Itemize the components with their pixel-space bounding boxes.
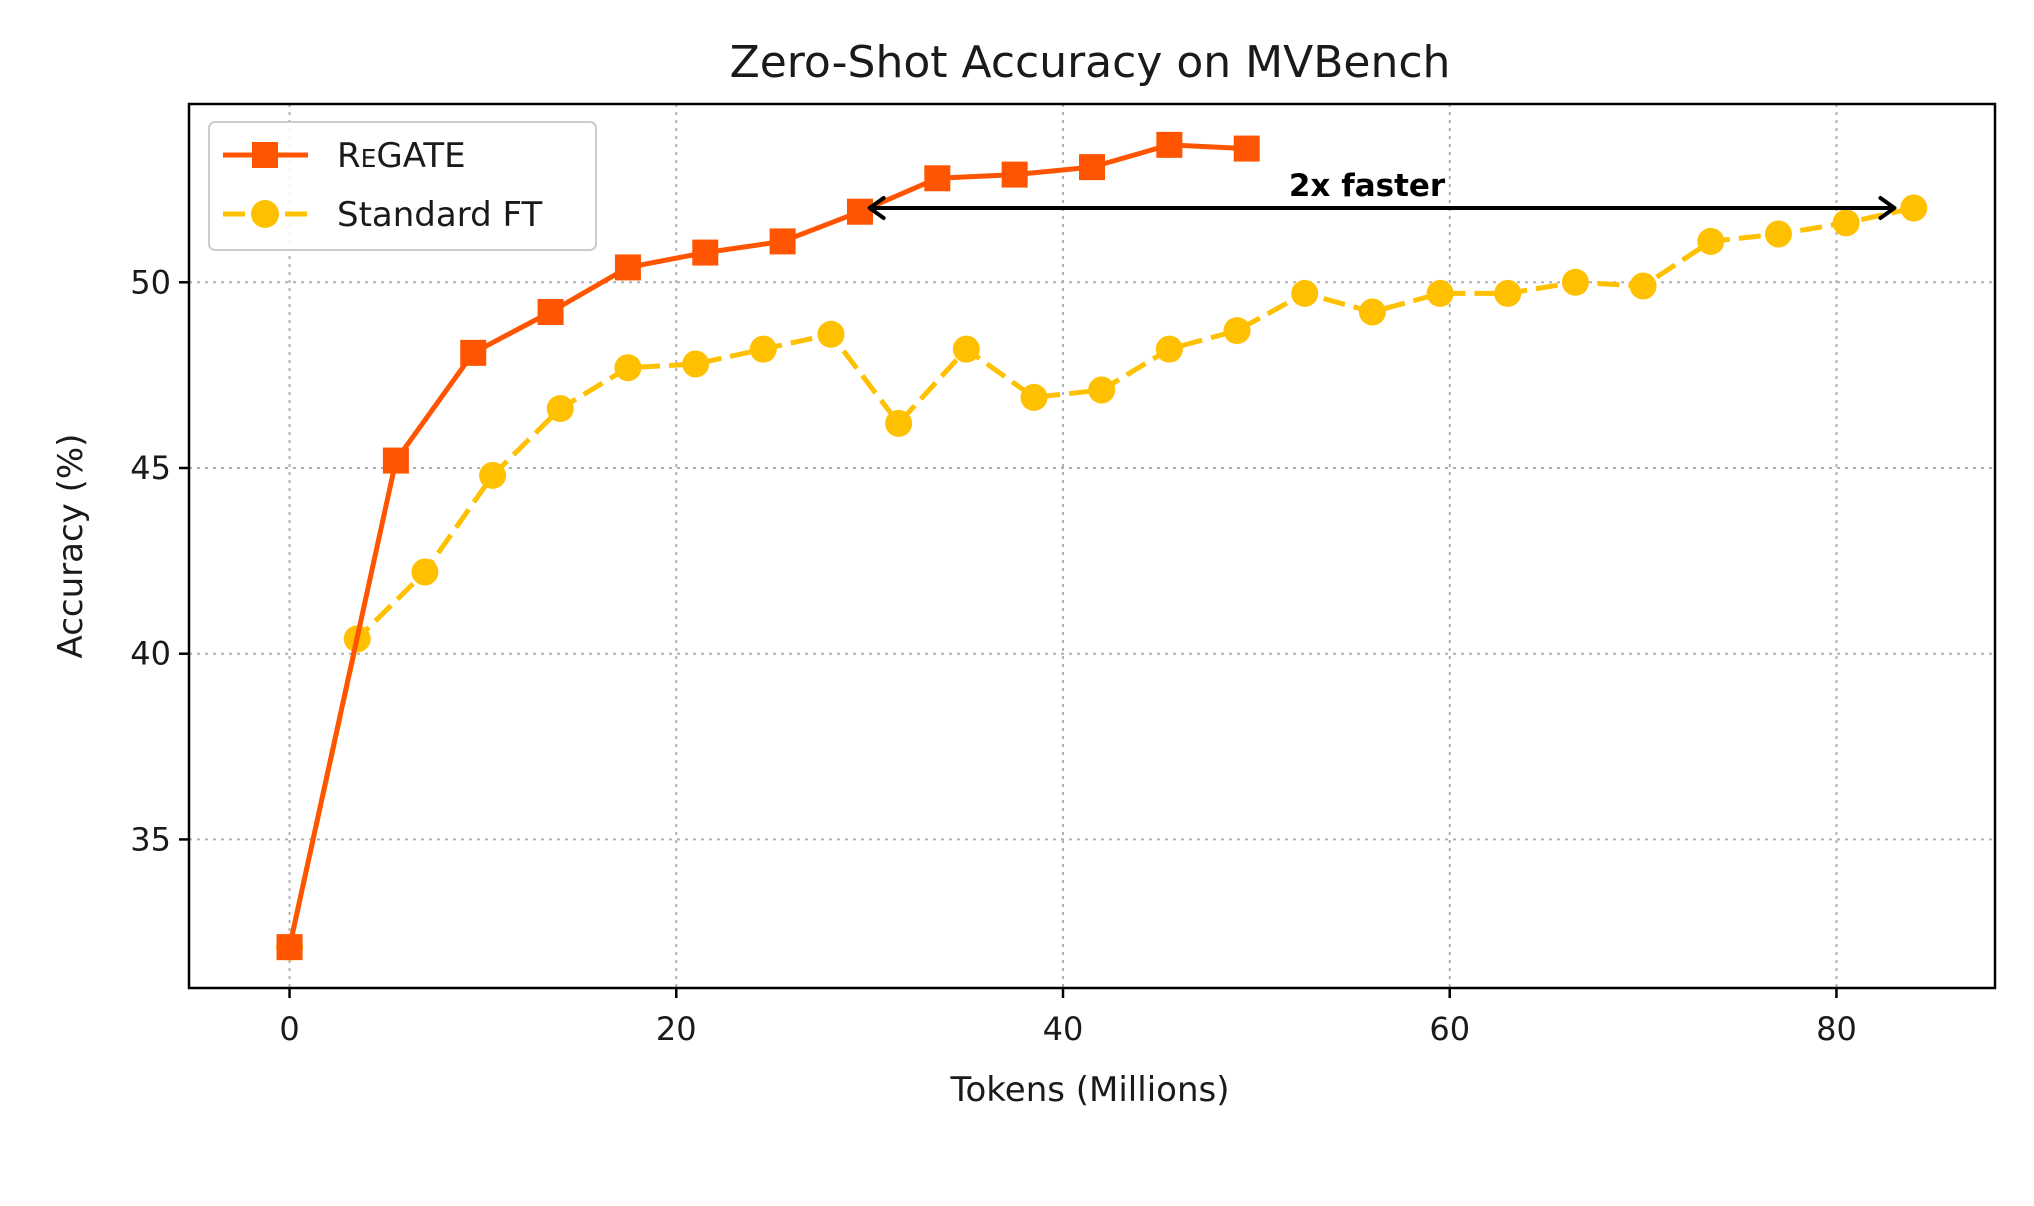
legend-marker-standard-ft <box>251 200 279 228</box>
data-point-regate <box>769 228 796 255</box>
data-point-regate <box>692 239 719 266</box>
data-point-standard-ft <box>1832 209 1860 237</box>
data-point-standard-ft <box>1291 279 1319 307</box>
data-point-standard-ft <box>1088 376 1116 404</box>
data-point-standard-ft <box>1426 279 1454 307</box>
legend-label-regate: REGATE <box>337 136 466 176</box>
data-point-regate <box>460 339 487 366</box>
x-tick-label: 80 <box>1816 1010 1857 1048</box>
annotation-arrowhead-right <box>1878 196 1897 220</box>
plot-frame <box>187 102 1997 990</box>
annotation: 2x faster <box>867 168 1897 220</box>
grid <box>189 104 1995 988</box>
x-tick-label: 40 <box>1043 1010 1084 1048</box>
data-point-standard-ft <box>1494 279 1522 307</box>
data-point-standard-ft <box>1358 298 1386 326</box>
data-point-regate <box>1233 135 1260 162</box>
y-tick-label: 50 <box>130 263 171 301</box>
data-point-standard-ft <box>749 335 777 363</box>
data-point-regate <box>924 165 951 192</box>
y-tick-label: 35 <box>130 820 171 858</box>
data-point-regate <box>537 299 564 325</box>
data-point-regate <box>1156 131 1183 158</box>
data-point-regate <box>846 198 873 225</box>
data-point-standard-ft <box>1020 383 1048 411</box>
data-point-standard-ft <box>614 354 642 382</box>
x-tick-label: 60 <box>1429 1010 1470 1048</box>
legend-marker-regate <box>252 142 278 168</box>
data-point-standard-ft <box>1697 227 1725 255</box>
data-point-regate <box>382 447 409 474</box>
data-point-standard-ft <box>817 320 845 348</box>
data-point-regate <box>1001 161 1028 188</box>
data-point-standard-ft <box>1629 272 1657 300</box>
data-point-standard-ft <box>1155 335 1183 363</box>
axis-ticks: 0 20 40 60 80 35 40 45 50 <box>130 263 1857 1048</box>
data-point-standard-ft <box>885 409 913 437</box>
data-point-standard-ft <box>682 350 710 378</box>
y-tick-label: 45 <box>130 449 171 487</box>
x-axis-label: Tokens (Millions) <box>950 1070 1230 1110</box>
data-point-regate <box>614 254 641 281</box>
data-point-standard-ft <box>1900 194 1928 222</box>
x-tick-label: 0 <box>279 1010 299 1048</box>
data-point-regate <box>276 934 303 961</box>
series-layer <box>276 131 1928 961</box>
data-point-standard-ft <box>1764 220 1792 248</box>
legend-entry-standard-ft: Standard FT <box>223 195 542 235</box>
legend-entry-regate: REGATE <box>223 136 466 176</box>
data-point-standard-ft <box>546 395 574 423</box>
data-point-standard-ft <box>1223 317 1251 345</box>
x-tick-label: 20 <box>656 1010 697 1048</box>
legend-label-standard-ft: Standard FT <box>337 195 542 235</box>
annotation-text: 2x faster <box>1289 168 1446 204</box>
annotation-arrowhead-left <box>867 196 886 220</box>
data-point-regate <box>1079 154 1105 181</box>
series-line-regate <box>287 142 1247 948</box>
y-tick-label: 40 <box>130 635 171 673</box>
chart-title: Zero-Shot Accuracy on MVBench <box>730 37 1451 88</box>
data-point-standard-ft <box>952 335 980 363</box>
data-point-standard-ft <box>479 461 507 489</box>
data-point-standard-ft <box>1561 268 1589 296</box>
legend: REGATE Standard FT <box>208 121 597 251</box>
y-axis-label: Accuracy (%) <box>51 434 91 659</box>
data-point-standard-ft <box>411 558 439 586</box>
